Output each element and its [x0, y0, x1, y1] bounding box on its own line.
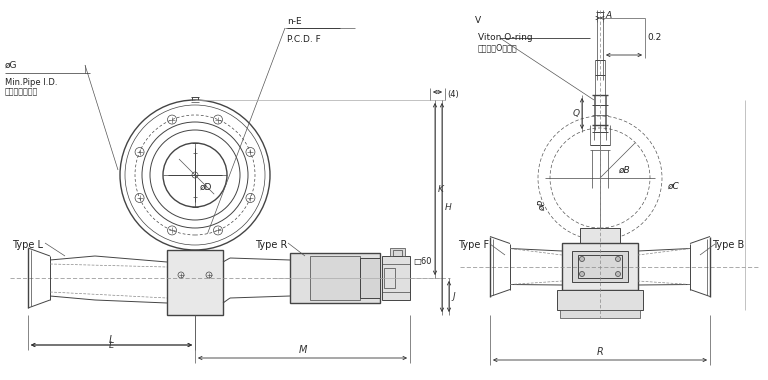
Bar: [562, 243, 638, 290]
Bar: [167, 250, 223, 315]
Circle shape: [580, 256, 584, 261]
Bar: [393, 250, 402, 256]
Text: L: L: [108, 340, 114, 350]
Bar: [390, 248, 405, 256]
Text: Type B: Type B: [712, 240, 744, 250]
Text: K: K: [438, 185, 444, 193]
Text: L: L: [109, 335, 114, 345]
Text: n-E: n-E: [287, 17, 302, 26]
Text: øB: øB: [618, 166, 630, 175]
Text: Q: Q: [573, 109, 580, 118]
Text: H: H: [445, 203, 452, 212]
Bar: [382, 256, 410, 300]
Text: バイトンOリング: バイトンOリング: [478, 43, 518, 52]
Text: Type F: Type F: [458, 240, 489, 250]
Text: øG: øG: [5, 61, 18, 70]
Bar: [360, 258, 380, 298]
Circle shape: [580, 271, 584, 277]
Bar: [572, 251, 628, 282]
Text: øP: øP: [538, 200, 547, 211]
Text: V: V: [475, 16, 481, 25]
Text: øC: øC: [667, 182, 679, 190]
Bar: [578, 255, 622, 278]
Text: Type L: Type L: [12, 240, 43, 250]
Text: Type R: Type R: [255, 240, 287, 250]
Bar: [290, 253, 380, 303]
Text: Viton O-ring: Viton O-ring: [478, 33, 533, 42]
Text: R: R: [597, 347, 604, 357]
Text: 0.2: 0.2: [647, 33, 661, 41]
Bar: [557, 290, 643, 310]
Bar: [580, 228, 620, 243]
Bar: [310, 256, 360, 300]
Text: J: J: [452, 292, 455, 301]
Text: (4): (4): [447, 90, 458, 98]
Text: 接続管最小内径: 接続管最小内径: [5, 87, 38, 96]
Bar: [384, 268, 395, 288]
Text: Min.Pipe I.D.: Min.Pipe I.D.: [5, 78, 58, 87]
Text: A: A: [605, 11, 611, 21]
Bar: [560, 310, 640, 318]
Text: □60: □60: [413, 257, 432, 266]
Text: M: M: [298, 345, 306, 355]
Text: øD: øD: [200, 183, 213, 192]
Circle shape: [615, 271, 621, 277]
Text: P.C.D. F: P.C.D. F: [287, 35, 321, 44]
Circle shape: [615, 256, 621, 261]
